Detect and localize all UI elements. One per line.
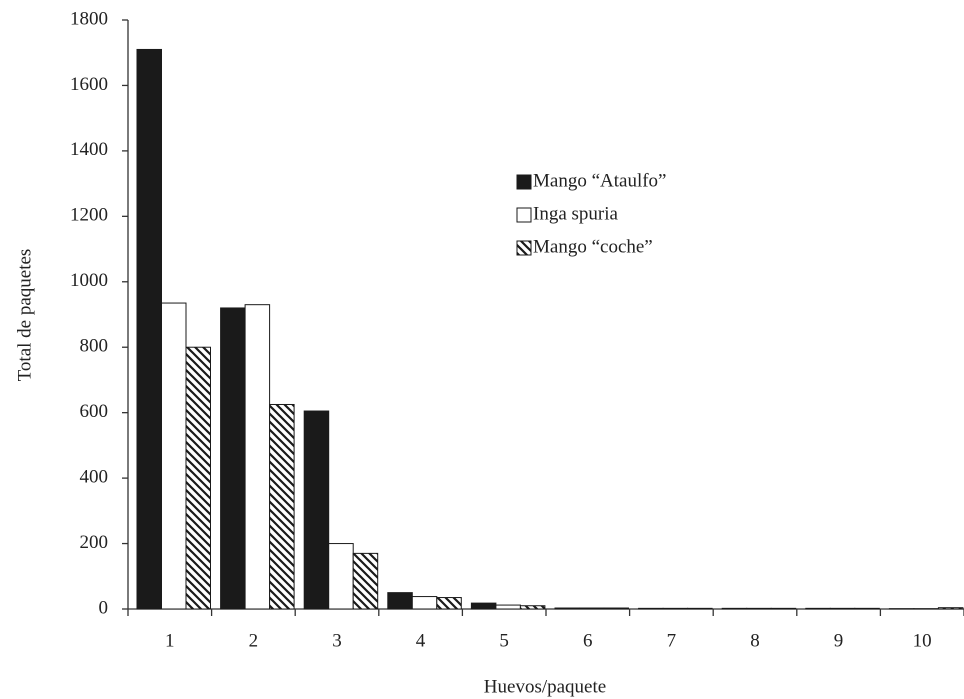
- legend-swatch: [516, 240, 532, 256]
- bar: [854, 607, 880, 610]
- bar: [161, 302, 187, 610]
- bar: [136, 48, 162, 610]
- bar: [937, 607, 964, 610]
- bar: [746, 607, 772, 610]
- x-tick-label: 9: [834, 630, 844, 651]
- bar: [185, 346, 211, 610]
- x-tick-label: 6: [583, 630, 593, 651]
- y-tick-label: 400: [80, 466, 109, 487]
- y-tick-label: 1200: [70, 205, 108, 226]
- y-tick-label: 200: [80, 532, 109, 553]
- x-tick-label: 4: [416, 630, 426, 651]
- bar: [579, 607, 605, 610]
- x-axis-label: Huevos/paquete: [484, 676, 606, 697]
- y-axis-label: Total de paquetes: [14, 249, 35, 382]
- bar: [519, 605, 546, 610]
- bar: [387, 592, 413, 610]
- y-tick-label: 800: [80, 336, 109, 357]
- y-tick-label: 0: [99, 597, 109, 618]
- bar: [554, 607, 580, 610]
- y-tick-label: 600: [80, 401, 109, 422]
- bar: [495, 604, 521, 610]
- bar: [829, 607, 856, 610]
- bar: [721, 607, 748, 610]
- bar: [638, 607, 664, 610]
- bar: [770, 607, 797, 610]
- legend-swatch: [516, 207, 532, 223]
- y-tick-label: 1400: [70, 139, 108, 160]
- bar: [244, 304, 271, 610]
- bar: [411, 596, 438, 610]
- x-tick-label: 2: [249, 630, 259, 651]
- legend-label: Mango “coche”: [533, 236, 653, 257]
- bar: [687, 607, 713, 610]
- y-tick-label: 1600: [70, 74, 108, 95]
- x-tick-label: 10: [913, 630, 932, 651]
- x-tick-label: 5: [499, 630, 509, 651]
- bar: [603, 607, 629, 610]
- x-tick-label: 1: [165, 630, 175, 651]
- bar: [470, 602, 497, 610]
- x-tick-label: 8: [750, 630, 760, 651]
- legend-label: Inga spuria: [533, 203, 619, 224]
- bar: [328, 543, 354, 610]
- bar: [303, 410, 330, 610]
- y-tick-label: 1000: [70, 270, 108, 291]
- legend-label: Mango “Ataulfo”: [533, 170, 666, 191]
- x-tick-label: 7: [667, 630, 677, 651]
- y-tick-label: 1800: [70, 8, 108, 29]
- legend-swatch: [516, 174, 532, 190]
- bar: [220, 307, 246, 610]
- x-tick-label: 3: [332, 630, 342, 651]
- bar: [662, 607, 689, 610]
- bar: [352, 552, 379, 610]
- bar: [269, 403, 295, 610]
- bar: [436, 597, 462, 610]
- bar: [805, 607, 831, 610]
